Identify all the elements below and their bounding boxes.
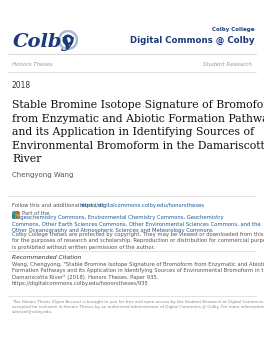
Text: Student Research: Student Research: [203, 61, 252, 66]
Circle shape: [66, 38, 70, 42]
Text: https://digitalcommons.colby.edu/honorstheses: https://digitalcommons.colby.edu/honorst…: [80, 203, 205, 208]
Text: Honors Theses: Honors Theses: [12, 61, 53, 66]
Text: Recommended Citation: Recommended Citation: [12, 255, 81, 260]
Circle shape: [59, 30, 78, 49]
Circle shape: [61, 33, 75, 47]
Text: Colby: Colby: [13, 33, 74, 51]
Text: Chengyong Wang: Chengyong Wang: [12, 172, 73, 178]
Text: Stable Bromine Isotope Signature of Bromoform
from Enzymatic and Abiotic Formati: Stable Bromine Isotope Signature of Brom…: [12, 100, 264, 164]
Wedge shape: [16, 211, 20, 215]
Text: Digital Commons @ Colby: Digital Commons @ Colby: [130, 35, 254, 45]
Text: Colby College theses are protected by copyright. They may be viewed or downloade: Colby College theses are protected by co…: [12, 232, 264, 250]
Wedge shape: [12, 215, 16, 219]
Text: This Honors Thesis (Open Access) is brought to you for free and open access by t: This Honors Thesis (Open Access) is brou…: [12, 300, 264, 314]
Text: Wang, Chengyong, "Stable Bromine Isotope Signature of Bromoform from Enzymatic a: Wang, Chengyong, "Stable Bromine Isotope…: [12, 262, 264, 286]
Wedge shape: [16, 215, 20, 219]
Text: 2018: 2018: [12, 81, 31, 90]
Text: Part of the: Part of the: [22, 211, 51, 216]
Wedge shape: [12, 211, 16, 215]
Text: Follow this and additional works at:: Follow this and additional works at:: [12, 203, 107, 208]
Text: Colby College: Colby College: [211, 27, 254, 31]
Text: Biogeochemistry Commons, Environmental Chemistry Commons, Geochemistry
Commons, : Biogeochemistry Commons, Environmental C…: [12, 215, 261, 233]
Circle shape: [63, 35, 73, 45]
